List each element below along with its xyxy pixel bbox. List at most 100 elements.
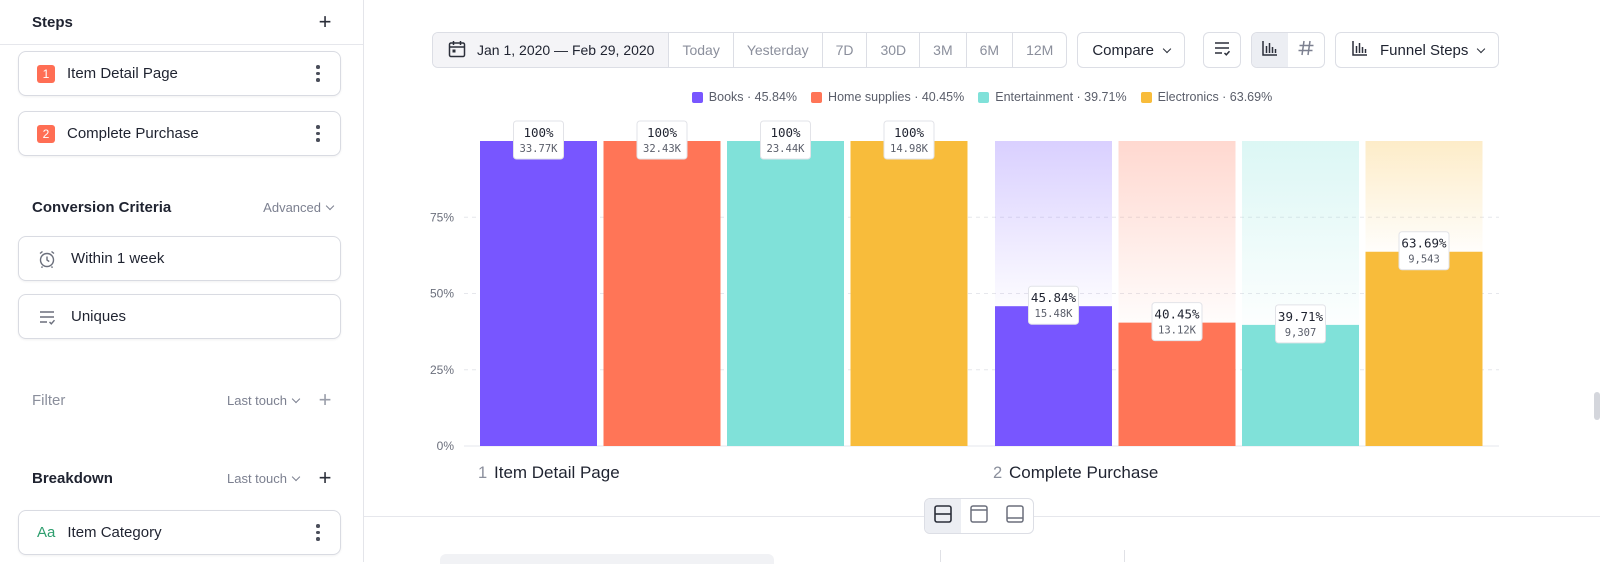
- data-label-percent: 100%: [523, 125, 554, 140]
- counting-method-card[interactable]: Uniques: [18, 294, 341, 339]
- table-header-placeholder: [440, 554, 774, 564]
- data-label-count: 23.44K: [767, 143, 806, 155]
- step-label: Item Detail Page: [67, 65, 178, 82]
- sidebar: Steps + 1 Item Detail Page 2 Complete Pu…: [0, 0, 364, 562]
- conversion-window-label: Within 1 week: [71, 250, 165, 267]
- step-number-badge: 2: [37, 124, 55, 143]
- list-check-icon: [37, 307, 57, 327]
- date-range-selector: Jan 1, 2020 — Feb 29, 2020 Today Yesterd…: [432, 32, 1068, 68]
- chevron-down-icon: [291, 472, 301, 481]
- y-tick-label: 0%: [437, 439, 455, 453]
- data-label-count: 9,307: [1285, 327, 1317, 339]
- range-6m[interactable]: 6M: [965, 33, 1012, 67]
- legend-label: Books · 45.84%: [708, 90, 798, 104]
- dropoff-bar: [1118, 141, 1236, 323]
- range-3m[interactable]: 3M: [919, 33, 965, 67]
- legend-label: Entertainment · 39.71%: [995, 90, 1127, 104]
- data-label-box: [1028, 285, 1079, 325]
- chart-only-layout-button[interactable]: [961, 499, 997, 533]
- data-label-box: [636, 120, 688, 160]
- chevron-down-icon: [325, 201, 335, 210]
- range-30d[interactable]: 30D: [866, 33, 919, 67]
- y-tick-label: 25%: [430, 363, 454, 377]
- data-label-box: [513, 120, 564, 160]
- list-check-icon: [1212, 38, 1232, 62]
- legend-item[interactable]: Electronics · 63.69%: [1140, 90, 1273, 104]
- step-card-2[interactable]: 2 Complete Purchase: [18, 111, 341, 156]
- more-options-icon[interactable]: [310, 523, 326, 543]
- data-label-count: 14.98K: [890, 143, 929, 155]
- step-number-badge: 1: [37, 64, 55, 83]
- scrollbar[interactable]: [1594, 392, 1600, 420]
- chevron-down-icon: [1477, 44, 1486, 53]
- more-options-icon[interactable]: [310, 64, 326, 84]
- advanced-label: Advanced: [263, 199, 321, 215]
- date-range-button[interactable]: Jan 1, 2020 — Feb 29, 2020: [433, 33, 669, 67]
- legend-swatch: [691, 91, 703, 103]
- chevron-down-icon: [1162, 44, 1172, 53]
- legend-item[interactable]: Home supplies · 40.45%: [811, 90, 964, 104]
- top-panel-icon: [968, 503, 990, 530]
- funnel-bar: [1242, 324, 1359, 446]
- legend-swatch: [1140, 91, 1152, 103]
- legend-item[interactable]: Books · 45.84%: [691, 90, 798, 104]
- breakdown-header: Breakdown Last touch +: [32, 464, 333, 492]
- chevron-down-icon: [291, 394, 301, 403]
- calendar-icon: [447, 39, 467, 62]
- funnel-chart: 0% 25% 50% 75% 100% 33.77K 100% 32.43K 100% 23.44…: [430, 120, 1499, 482]
- divider: [0, 44, 363, 45]
- add-filter-button[interactable]: +: [318, 387, 332, 412]
- chart-legend: Books · 45.84% Home supplies · 40.45% En…: [364, 90, 1600, 104]
- range-12m[interactable]: 12M: [1012, 33, 1066, 67]
- bottom-panel-icon: [1004, 503, 1026, 530]
- range-7d[interactable]: 7D: [821, 33, 867, 67]
- x-category-number: 2: [993, 464, 1002, 482]
- data-label-count: 15.48K: [1035, 308, 1074, 320]
- data-label-percent: 63.69%: [1401, 236, 1447, 251]
- data-label-percent: 100%: [770, 125, 801, 140]
- data-label-percent: 39.71%: [1278, 309, 1324, 324]
- funnel-bar: [995, 306, 1112, 446]
- table-only-layout-button[interactable]: [997, 499, 1033, 533]
- range-today[interactable]: Today: [668, 33, 732, 67]
- data-label-box: [883, 120, 935, 160]
- legend-label: Home supplies · 40.45%: [828, 90, 965, 104]
- data-label-percent: 45.84%: [1031, 290, 1077, 305]
- compare-label: Compare: [1092, 41, 1155, 59]
- funnel-bar: [850, 141, 968, 446]
- data-label-box: [1151, 302, 1203, 342]
- steps-title: Steps: [32, 13, 73, 31]
- split-layout-icon: [932, 503, 954, 530]
- chart-type-dropdown[interactable]: Funnel Steps: [1335, 32, 1500, 68]
- toolbar: Jan 1, 2020 — Feb 29, 2020 Today Yesterd…: [432, 32, 1500, 68]
- x-category-label: Complete Purchase: [1009, 463, 1158, 482]
- advanced-dropdown[interactable]: Advanced: [263, 199, 335, 215]
- filter-attribution-dropdown[interactable]: Last touch: [227, 393, 301, 408]
- dropoff-bar: [995, 141, 1112, 307]
- sort-options-button[interactable]: [1203, 32, 1242, 68]
- alarm-clock-icon: [37, 249, 57, 269]
- compare-button[interactable]: Compare: [1077, 32, 1186, 68]
- range-yesterday[interactable]: Yesterday: [732, 33, 822, 67]
- bar-chart-view-button[interactable]: [1252, 33, 1289, 67]
- breakdown-attribution-dropdown[interactable]: Last touch: [227, 471, 301, 486]
- divider: [1124, 550, 1125, 562]
- legend-item[interactable]: Entertainment · 39.71%: [978, 90, 1127, 104]
- counting-method-label: Uniques: [71, 308, 127, 325]
- breakdown-property-label: Item Category: [67, 524, 162, 541]
- add-step-button[interactable]: +: [318, 9, 332, 34]
- breakdown-property-card[interactable]: Aa Item Category: [18, 510, 341, 555]
- date-range-label: Jan 1, 2020 — Feb 29, 2020: [477, 42, 655, 58]
- legend-label: Electronics · 63.69%: [1157, 90, 1273, 104]
- add-breakdown-button[interactable]: +: [318, 465, 332, 490]
- data-label-percent: 100%: [647, 125, 678, 140]
- data-label-count: 32.43K: [643, 143, 682, 155]
- conversion-window-card[interactable]: Within 1 week: [18, 236, 341, 281]
- layout-toggle: [924, 498, 1034, 534]
- more-options-icon[interactable]: [310, 124, 326, 144]
- funnel-bar: [603, 141, 721, 446]
- number-view-button[interactable]: [1288, 33, 1324, 67]
- step-card-1[interactable]: 1 Item Detail Page: [18, 51, 341, 96]
- split-layout-button[interactable]: [925, 499, 961, 533]
- conversion-criteria-header: Conversion Criteria Advanced: [32, 193, 335, 221]
